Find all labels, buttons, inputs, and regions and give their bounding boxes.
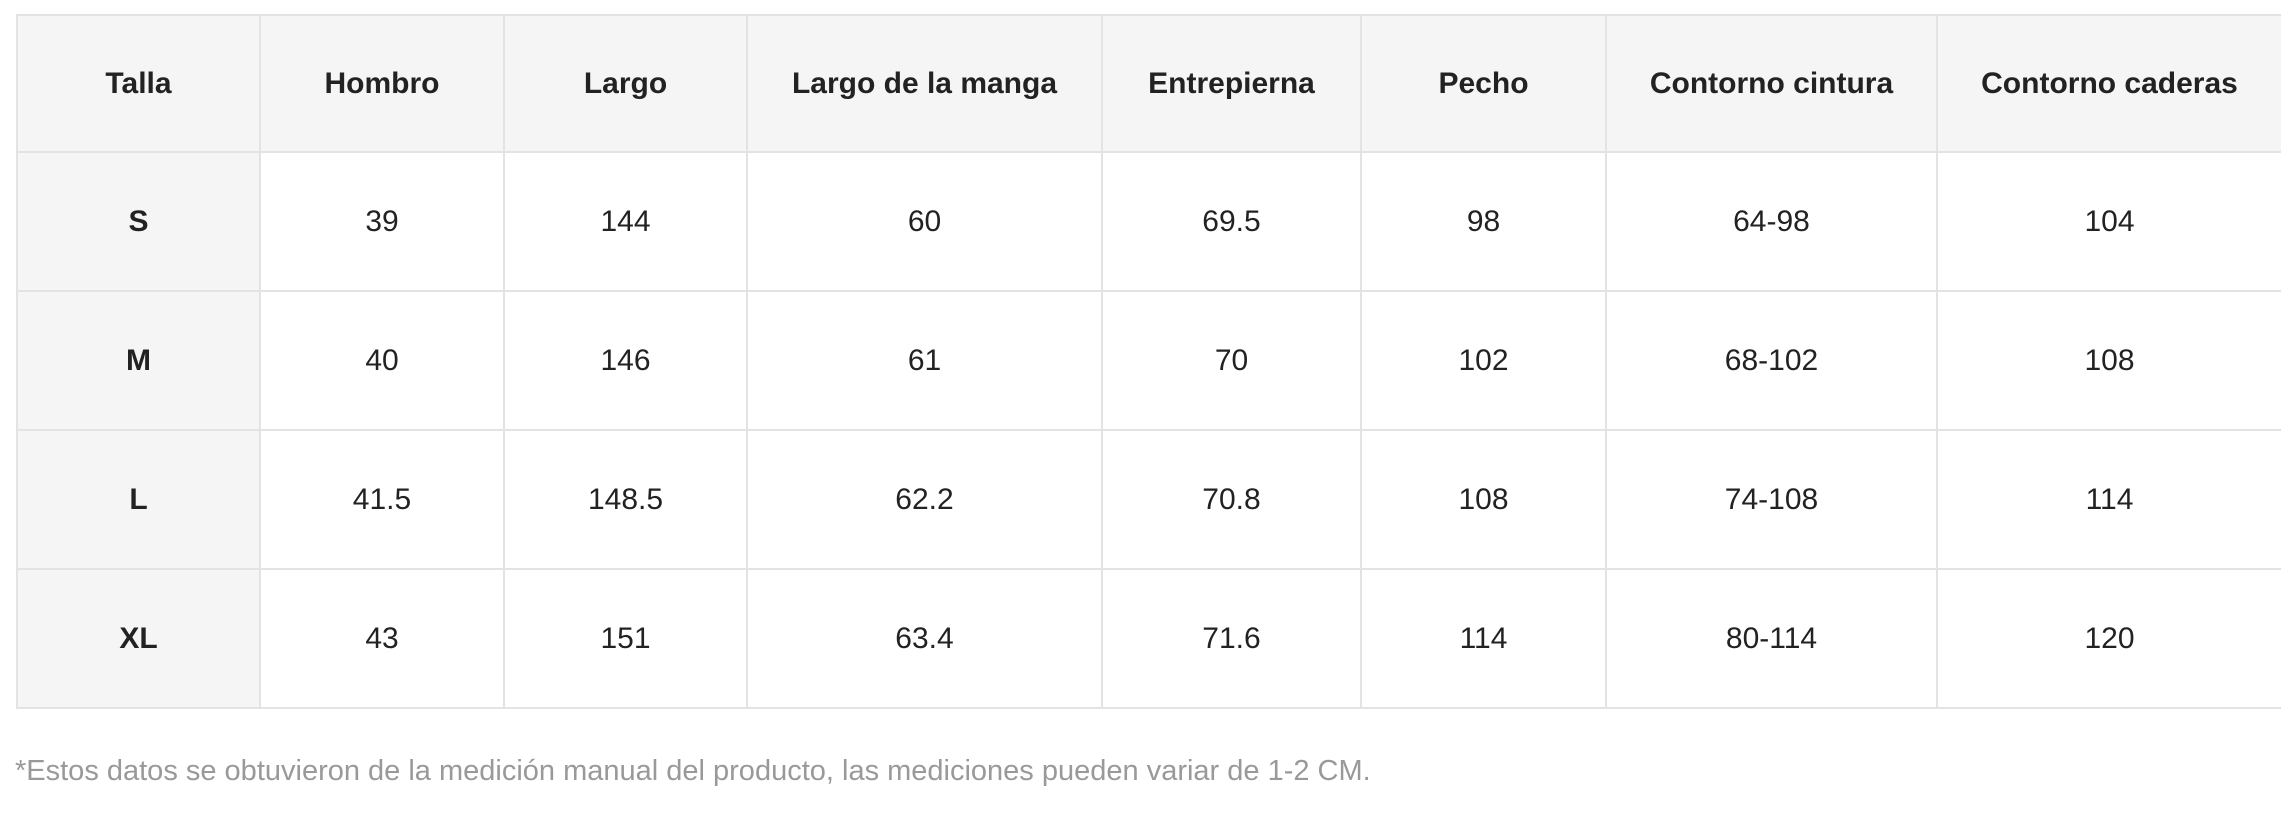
value-cell: 41.5 xyxy=(259,429,505,570)
value-cell: 70 xyxy=(1101,290,1362,431)
table-row: L 41.5 148.5 62.2 70.8 108 74-108 114 xyxy=(16,429,2281,570)
value-cell: 151 xyxy=(503,568,748,709)
value-cell: 146 xyxy=(503,290,748,431)
value-cell: 108 xyxy=(1936,290,2281,431)
value-cell: 74-108 xyxy=(1605,429,1938,570)
value-cell: 60 xyxy=(746,151,1103,292)
value-cell: 43 xyxy=(259,568,505,709)
value-cell: 61 xyxy=(746,290,1103,431)
value-cell: 114 xyxy=(1360,568,1607,709)
header-cell: Contorno caderas xyxy=(1936,14,2281,153)
value-cell: 102 xyxy=(1360,290,1607,431)
value-cell: 68-102 xyxy=(1605,290,1938,431)
header-row: Talla Hombro Largo Largo de la manga Entrepi… xyxy=(16,14,2281,153)
value-cell: 148.5 xyxy=(503,429,748,570)
header-cell: Largo de la manga xyxy=(746,14,1103,153)
footnote: *Estos datos se obtuvieron de la medició… xyxy=(15,755,1371,787)
size-table: Talla Hombro Largo Largo de la manga Entrepi… xyxy=(16,14,2281,709)
value-cell: 69.5 xyxy=(1101,151,1362,292)
header-cell: Pecho xyxy=(1360,14,1607,153)
table-row: M 40 146 61 70 102 68-102 108 xyxy=(16,290,2281,431)
value-cell: 64-98 xyxy=(1605,151,1938,292)
header-cell: Largo xyxy=(503,14,748,153)
header-cell: Entrepierna xyxy=(1101,14,1362,153)
size-cell: M xyxy=(16,290,261,431)
value-cell: 62.2 xyxy=(746,429,1103,570)
value-cell: 63.4 xyxy=(746,568,1103,709)
value-cell: 144 xyxy=(503,151,748,292)
value-cell: 71.6 xyxy=(1101,568,1362,709)
table-body: S 39 144 60 69.5 98 64-98 104 M 40 146 61 70 102 68-10… xyxy=(16,151,2281,709)
table-row: S 39 144 60 69.5 98 64-98 104 xyxy=(16,151,2281,292)
size-cell: S xyxy=(16,151,261,292)
value-cell: 40 xyxy=(259,290,505,431)
value-cell: 114 xyxy=(1936,429,2281,570)
value-cell: 104 xyxy=(1936,151,2281,292)
value-cell: 70.8 xyxy=(1101,429,1362,570)
header-cell: Talla xyxy=(16,14,261,153)
size-cell: XL xyxy=(16,568,261,709)
header-cell: Contorno cintura xyxy=(1605,14,1938,153)
value-cell: 98 xyxy=(1360,151,1607,292)
value-cell: 120 xyxy=(1936,568,2281,709)
size-table-container: Talla Hombro Largo Largo de la manga Entrepi… xyxy=(16,14,2281,709)
table-row: XL 43 151 63.4 71.6 114 80-114 120 xyxy=(16,568,2281,709)
value-cell: 80-114 xyxy=(1605,568,1938,709)
header-cell: Hombro xyxy=(259,14,505,153)
value-cell: 39 xyxy=(259,151,505,292)
value-cell: 108 xyxy=(1360,429,1607,570)
size-cell: L xyxy=(16,429,261,570)
